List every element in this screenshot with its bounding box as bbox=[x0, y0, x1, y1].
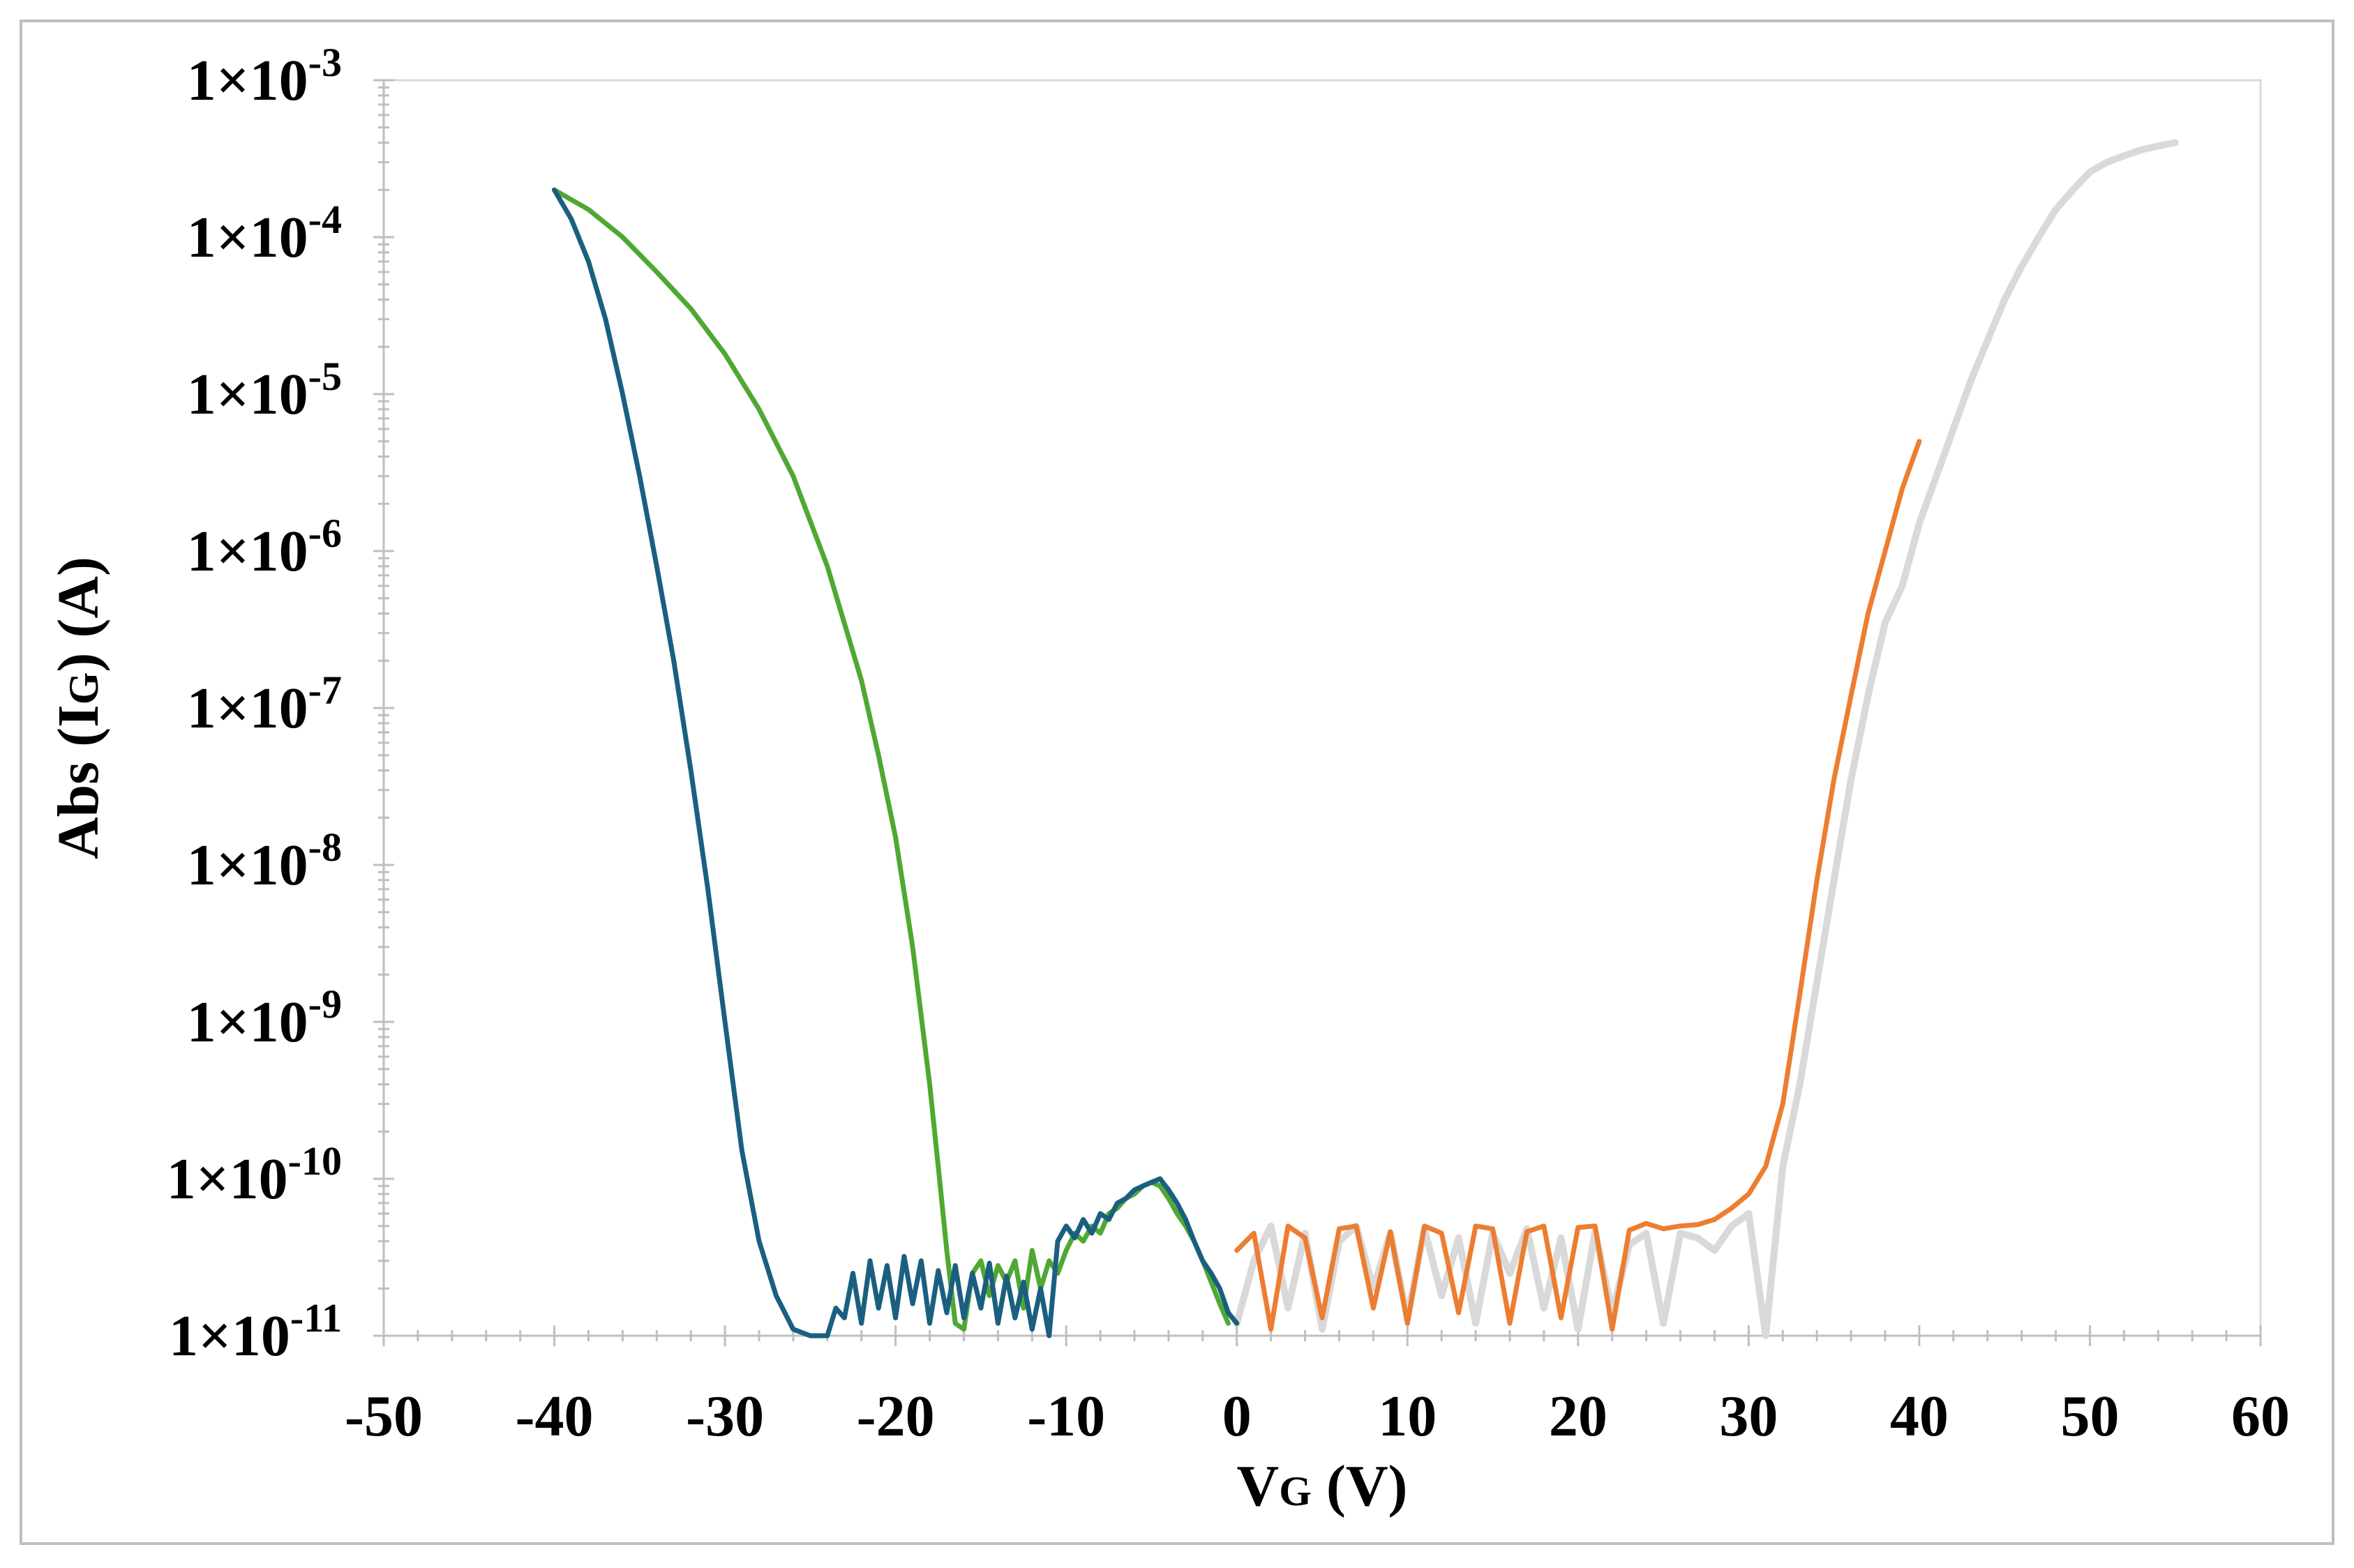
y-tick-label: 1×10-11 bbox=[169, 1295, 342, 1369]
y-tick-label-exponent: -3 bbox=[308, 40, 342, 85]
x-axis-label-sub: G bbox=[1279, 1468, 1312, 1514]
series-line-1 bbox=[552, 187, 1231, 1332]
y-tick-label-base: 1×10 bbox=[167, 1147, 288, 1212]
x-axis-label-rest: (V) bbox=[1312, 1454, 1408, 1518]
x-tick-label: 40 bbox=[1890, 1384, 1949, 1449]
y-tick-label-exponent: -11 bbox=[290, 1295, 342, 1341]
chart-border bbox=[20, 20, 2334, 1545]
y-axis bbox=[373, 79, 394, 1337]
y-tick-label-base: 1×10 bbox=[187, 676, 308, 741]
y-tick-label-exponent: -7 bbox=[308, 668, 342, 713]
y-tick-label: 1×10-8 bbox=[187, 824, 342, 898]
y-tick-labels: 1×10-111×10-101×10-91×10-81×10-71×10-61×… bbox=[167, 40, 342, 1369]
series-line-0 bbox=[552, 187, 1240, 1339]
y-tick-label-base: 1×10 bbox=[187, 833, 308, 898]
y-axis-label: Abs (IG) (A) bbox=[46, 557, 111, 859]
y-tick-label-base: 1×10 bbox=[187, 205, 308, 270]
y-tick-label: 1×10-5 bbox=[187, 354, 342, 427]
x-tick-label: 0 bbox=[1222, 1384, 1252, 1449]
x-tick-label: 10 bbox=[1378, 1384, 1437, 1449]
x-tick-label: -30 bbox=[686, 1384, 764, 1449]
y-tick-label-exponent: -10 bbox=[288, 1138, 342, 1184]
x-tick-label: 20 bbox=[1549, 1384, 1607, 1449]
x-tick-label: -10 bbox=[1027, 1384, 1105, 1449]
x-axis bbox=[382, 1325, 2262, 1346]
x-tick-label: -50 bbox=[345, 1384, 423, 1449]
x-tick-labels: -50 -40 -30 -20 -10 0 10 20 30 40 50 60 bbox=[345, 1384, 2290, 1449]
y-tick-label-base: 1×10 bbox=[187, 362, 308, 427]
x-tick-label: -20 bbox=[857, 1384, 935, 1449]
y-tick-label-base: 1×10 bbox=[169, 1304, 290, 1369]
y-tick-label-base: 1×10 bbox=[187, 48, 308, 113]
x-axis-label: VG (V) bbox=[1237, 1454, 1408, 1518]
y-axis-label-post: ) (A) bbox=[46, 557, 111, 672]
y-tick-label: 1×10-9 bbox=[187, 981, 342, 1055]
y-tick-label: 1×10-7 bbox=[187, 668, 342, 741]
series-layer bbox=[552, 139, 2179, 1339]
x-tick-label: -40 bbox=[516, 1384, 594, 1449]
y-tick-label-exponent: -5 bbox=[308, 354, 342, 399]
y-axis-label-sub: G bbox=[61, 672, 107, 705]
y-tick-label: 1×10-10 bbox=[167, 1138, 342, 1212]
y-tick-label: 1×10-6 bbox=[187, 511, 342, 584]
y-tick-label-exponent: -4 bbox=[308, 197, 342, 242]
x-tick-label: 30 bbox=[1719, 1384, 1778, 1449]
y-tick-label: 1×10-3 bbox=[187, 40, 342, 113]
x-tick-label: 60 bbox=[2231, 1384, 2290, 1449]
series-line-2 bbox=[1234, 439, 1922, 1332]
x-axis-label-main: V bbox=[1237, 1454, 1280, 1518]
y-tick-label-exponent: -8 bbox=[308, 824, 342, 870]
y-axis-label-pre: Abs (I bbox=[46, 704, 111, 859]
y-tick-label: 1×10-4 bbox=[187, 197, 342, 270]
x-tick-label: 50 bbox=[2060, 1384, 2119, 1449]
y-tick-label-exponent: -9 bbox=[308, 981, 342, 1027]
y-tick-label-exponent: -6 bbox=[308, 511, 342, 556]
y-tick-label-base: 1×10 bbox=[187, 519, 308, 584]
y-tick-label-base: 1×10 bbox=[187, 990, 308, 1055]
